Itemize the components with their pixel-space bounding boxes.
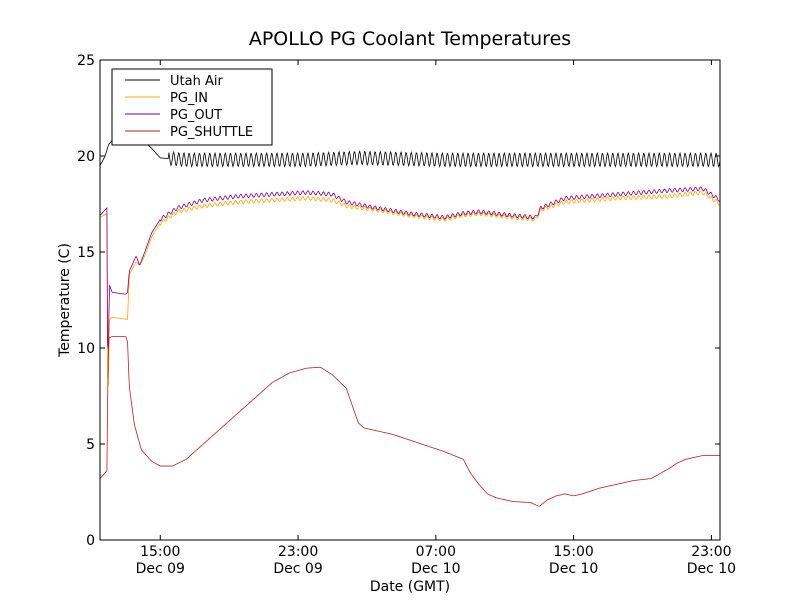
legend-label-pg-out: PG_OUT (170, 108, 222, 123)
x-tick-time-label: 23:00 (278, 544, 318, 560)
series-line-pg-out (100, 186, 720, 350)
chart-title: APOLLO PG Coolant Temperatures (249, 28, 571, 50)
legend-box (111, 68, 273, 146)
y-tick-label: 25 (77, 53, 95, 69)
x-tick-date-label: Dec 09 (136, 561, 185, 577)
x-tick-time-label: 23:00 (691, 544, 731, 560)
series-line-utah-air (100, 138, 720, 168)
legend-label-pg-in: PG_IN (170, 91, 208, 106)
x-tick-date-label: Dec 10 (549, 561, 598, 577)
y-tick-label: 10 (77, 341, 95, 357)
x-tick-date-label: Dec 10 (687, 561, 736, 577)
y-tick-label: 20 (77, 149, 95, 165)
y-tick-label: 0 (86, 533, 95, 549)
x-tick-time-label: 15:00 (140, 544, 180, 560)
x-axis-label: Date (GMT) (370, 579, 450, 595)
y-axis-label: Temperature (C) (57, 243, 73, 358)
legend-label-pg-shuttle: PG_SHUTTLE (170, 125, 253, 140)
y-tick-label: 5 (86, 437, 95, 453)
plot-frame (99, 59, 721, 541)
x-tick-date-label: Dec 09 (273, 561, 322, 577)
series-line-pg-shuttle (100, 336, 720, 507)
legend: Utah Air PG_IN PG_OUT PG_SHUTTLE (111, 68, 273, 146)
x-tick-time-label: 15:00 (553, 544, 593, 560)
x-tick-date-label: Dec 10 (411, 561, 460, 577)
x-tick-time-label: 07:00 (416, 544, 456, 560)
legend-label-utah-air: Utah Air (170, 74, 223, 89)
series-layer (100, 138, 720, 507)
y-tick-label: 15 (77, 245, 95, 261)
series-line-pg-in (100, 190, 720, 387)
